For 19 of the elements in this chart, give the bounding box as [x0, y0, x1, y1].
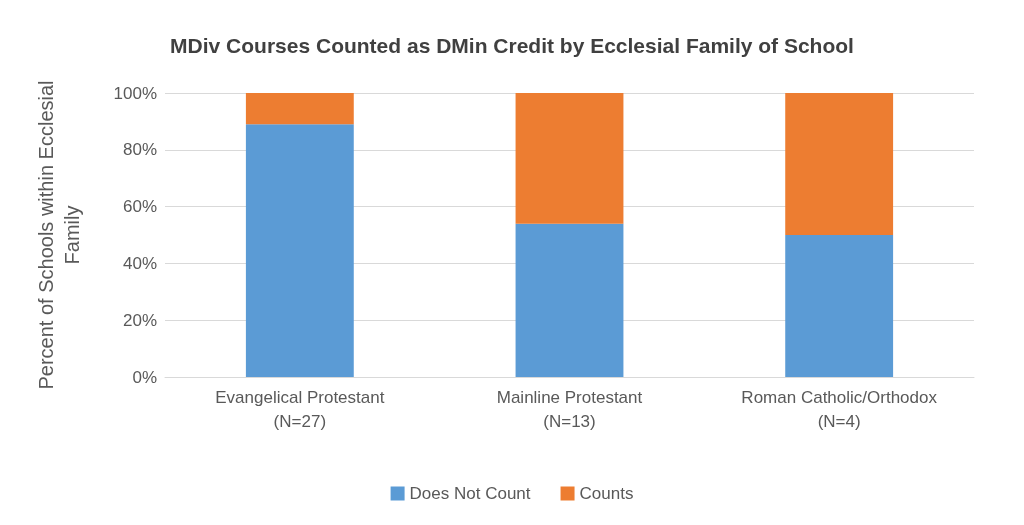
- y-tick-label: 80%: [122, 140, 157, 160]
- bar: [515, 223, 624, 377]
- y-tick-label: 20%: [122, 310, 157, 330]
- y-tick-label: 0%: [132, 367, 157, 387]
- legend-label: Does Not Count: [409, 484, 531, 503]
- bar: [515, 93, 624, 224]
- y-tick-label: 100%: [113, 83, 157, 103]
- y-axis-title: Percent of Schools within Ecclesial Family: [35, 80, 83, 390]
- x-tick-label: Evangelical Protestant (N=27): [215, 387, 385, 431]
- chart-title: MDiv Courses Counted as DMin Credit by Ecclesial Family of School: [170, 34, 854, 57]
- x-tick-label: Mainline Protestant (N=13): [496, 387, 643, 431]
- bar: [245, 124, 354, 377]
- bar: [785, 93, 894, 235]
- y-tick-label: 60%: [122, 197, 157, 217]
- legend-label: Counts: [579, 484, 634, 503]
- y-tick-label: 40%: [122, 253, 157, 273]
- bar: [785, 235, 894, 377]
- x-tick-label: Roman Catholic/Orthodox (N=4): [741, 387, 938, 431]
- bar: [245, 93, 354, 125]
